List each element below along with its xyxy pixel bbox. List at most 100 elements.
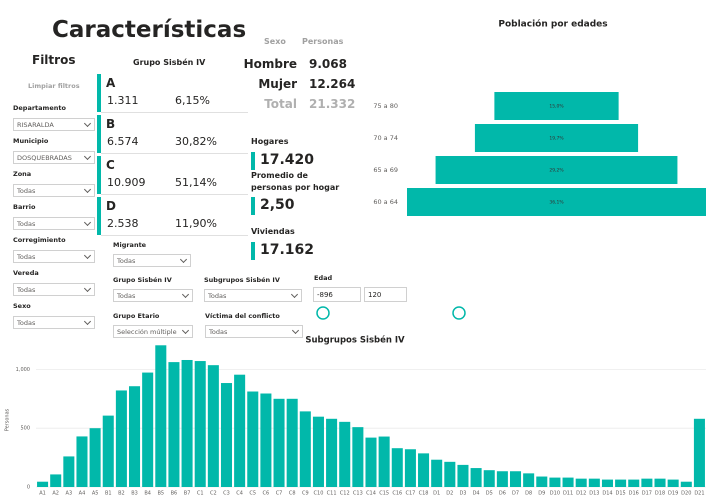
bar: [326, 418, 338, 487]
range-input[interactable]: 120: [364, 287, 407, 302]
card-letter: B: [106, 117, 116, 131]
y-tick-label: 70 a 74: [373, 134, 398, 142]
x-tick-label: D21: [694, 491, 704, 497]
kpi-value: 17.420: [260, 152, 315, 168]
card-pct: 51,14%: [175, 176, 217, 189]
bar: [50, 474, 62, 487]
data-label: 19,7%: [549, 136, 564, 142]
dropdown[interactable]: DOSQUEBRADAS: [13, 151, 95, 164]
x-tick-label: C11: [327, 491, 337, 497]
card-accent: [97, 115, 101, 153]
x-tick-label: D5: [486, 491, 493, 497]
bar: [129, 386, 141, 487]
x-tick-label: D17: [642, 491, 652, 497]
x-tick-label: C14: [366, 491, 376, 497]
y-tick-label: 75 a 80: [373, 102, 398, 110]
chart-title: Población por edades: [498, 19, 607, 30]
x-tick-label: D12: [576, 491, 586, 497]
slider-handle[interactable]: [452, 306, 466, 320]
x-tick-label: C9: [302, 491, 309, 497]
dropdown[interactable]: Todas: [204, 289, 302, 302]
dropdown[interactable]: Todas: [13, 316, 95, 329]
bar: [431, 459, 443, 487]
clear-filters[interactable]: Limpiar filtros: [28, 82, 80, 90]
dropdown[interactable]: Todas: [113, 254, 191, 267]
bar: [509, 471, 522, 487]
chevron: [181, 326, 190, 335]
kpi-label: Hogares: [251, 137, 289, 146]
slicer-label: Edad: [314, 274, 333, 282]
y-tick-label: 60 a 64: [373, 198, 398, 206]
x-tick-label: C2: [210, 491, 217, 497]
x-tick-label: D3: [459, 491, 466, 497]
dropdown[interactable]: Todas: [13, 250, 95, 263]
slider-handle[interactable]: [316, 306, 330, 320]
dropdown[interactable]: Todas: [13, 184, 95, 197]
x-tick-label: C8: [289, 491, 296, 497]
bar: [693, 418, 705, 487]
x-tick-label: B4: [144, 491, 151, 497]
table-cell: 9.068: [309, 57, 347, 71]
x-tick-label: A1: [39, 491, 46, 497]
slicer-label: Víctima del conflicto: [205, 312, 280, 320]
filter-label: Municipio: [13, 137, 49, 145]
bar: [474, 124, 639, 152]
range-input[interactable]: -896: [313, 287, 361, 302]
card-count: 10.909: [107, 176, 146, 189]
y-tick-label: 500: [20, 426, 30, 432]
chevron: [83, 119, 92, 128]
chevron: [83, 185, 92, 194]
x-tick-label: C10: [314, 491, 324, 497]
table-cell: Hombre: [243, 57, 297, 71]
bar: [588, 478, 600, 487]
x-tick-label: D2: [446, 491, 453, 497]
card-letter: D: [106, 199, 116, 213]
card-accent: [97, 197, 101, 235]
x-tick-label: D4: [473, 491, 480, 497]
dropdown[interactable]: Todas: [13, 283, 95, 296]
chevron: [83, 251, 92, 260]
data-label: 36,1%: [549, 200, 564, 206]
dropdown[interactable]: Todas: [13, 217, 95, 230]
kpi-value: 2,50: [260, 197, 295, 213]
x-tick-label: C7: [276, 491, 283, 497]
bar: [601, 479, 613, 487]
y-tick-label: 1,000: [16, 367, 30, 373]
bar: [562, 477, 574, 487]
x-tick-label: C15: [379, 491, 389, 497]
dropdown[interactable]: RISARALDA: [13, 118, 95, 131]
filter-label: Zona: [13, 170, 32, 178]
filters-title: Filtros: [32, 53, 76, 67]
x-tick-label: D18: [655, 491, 665, 497]
chevron: [83, 284, 92, 293]
bar: [194, 361, 206, 487]
kpi-accent: [251, 152, 255, 170]
bar: [365, 437, 377, 487]
bar: [273, 398, 285, 487]
x-tick-label: D11: [563, 491, 573, 497]
x-tick-label: D19: [668, 491, 678, 497]
x-tick-label: B6: [171, 491, 178, 497]
chevron: [83, 218, 92, 227]
dropdown[interactable]: Todas: [205, 325, 303, 338]
bar: [260, 393, 272, 487]
dropdown[interactable]: Todas: [113, 289, 193, 302]
x-tick-label: D7: [512, 491, 519, 497]
x-tick-label: C18: [419, 491, 429, 497]
bar: [536, 476, 548, 487]
card-border: [101, 194, 248, 195]
card-pct: 11,90%: [175, 217, 217, 230]
filter-label: Corregimiento: [13, 236, 66, 244]
bar: [37, 481, 49, 487]
bar: [435, 156, 678, 184]
chevron: [83, 317, 92, 326]
card-accent: [97, 156, 101, 194]
table-cell: Mujer: [258, 77, 297, 91]
card-border: [101, 112, 248, 113]
x-tick-label: B3: [131, 491, 138, 497]
group-title: Grupo Sisbén IV: [133, 58, 206, 67]
x-tick-label: B1: [105, 491, 112, 497]
dropdown[interactable]: Selección múltiple: [113, 325, 193, 338]
table-header: Personas: [302, 37, 344, 46]
